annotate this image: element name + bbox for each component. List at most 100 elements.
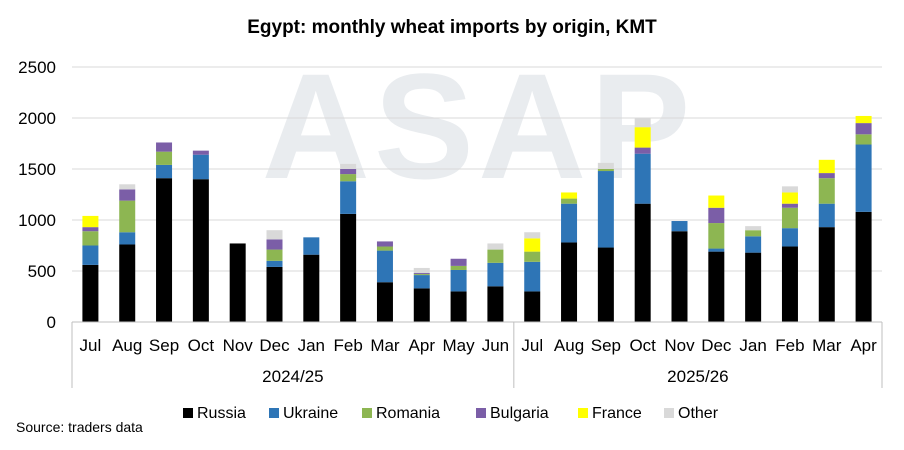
bar-segment-russia — [119, 244, 136, 322]
x-tick-label: Nov — [223, 336, 254, 355]
bar-segment-russia — [781, 246, 798, 322]
bar-segment-bulgaria — [818, 173, 835, 179]
bar-segment-bulgaria — [413, 273, 430, 275]
x-tick-label: Dec — [259, 336, 290, 355]
bar-segment-bulgaria — [376, 241, 393, 247]
bar-segment-france — [781, 192, 798, 204]
y-axis-ticks: 0 500 1000 1500 2000 2500 — [18, 58, 56, 332]
x-tick-label: Oct — [188, 336, 215, 355]
legend-label-russia: Russia — [197, 405, 246, 422]
bar-segment-bulgaria — [119, 189, 136, 201]
legend-swatch-russia — [183, 408, 193, 418]
bar-segment-france — [561, 192, 578, 199]
bar-segment-bulgaria — [781, 203, 798, 208]
bar-segment-russia — [266, 266, 283, 322]
x-tick-label: Mar — [370, 336, 400, 355]
bar-segment-other — [524, 232, 541, 239]
x-tick-label: Nov — [664, 336, 695, 355]
bar-segment-russia — [708, 251, 725, 322]
x-tick-label: Apr — [850, 336, 877, 355]
bar-segment-russia — [376, 282, 393, 322]
bar-segment-russia — [413, 288, 430, 322]
bar-segment-ukraine — [634, 153, 651, 204]
bar-segment-ukraine — [376, 250, 393, 283]
x-tick-label: Dec — [701, 336, 732, 355]
bar-segment-ukraine — [855, 144, 872, 212]
bar-segment-ukraine — [487, 262, 504, 287]
bar-segment-romania — [708, 223, 725, 249]
bar-segment-ukraine — [119, 232, 136, 245]
bar-segment-russia — [303, 254, 320, 322]
bar-segment-other — [487, 243, 504, 250]
legend-swatch-romania — [362, 408, 372, 418]
legend-label-romania: Romania — [376, 405, 440, 422]
bar-segment-romania — [376, 246, 393, 251]
x-tick-label: Sep — [149, 336, 179, 355]
chart-title: Egypt: monthly wheat imports by origin, … — [247, 17, 657, 38]
bar-segment-france — [524, 238, 541, 252]
bar-segment-other — [781, 186, 798, 193]
x-tick-label: Aug — [112, 336, 142, 355]
y-tick-label: 1000 — [18, 211, 56, 230]
bar-segment-romania — [119, 200, 136, 233]
bar-segment-russia — [524, 291, 541, 322]
legend-label-france: France — [592, 405, 642, 422]
bar-segment-bulgaria — [855, 123, 872, 135]
bar-segment-other — [745, 226, 762, 231]
bar-segment-russia — [229, 243, 246, 322]
x-tick-label: Mar — [812, 336, 842, 355]
bar-segment-romania — [597, 169, 614, 172]
legend-label-bulgaria: Bulgaria — [490, 405, 549, 422]
bar-segment-romania — [266, 249, 283, 261]
bar-segment-romania — [524, 251, 541, 262]
bar-segment-ukraine — [745, 236, 762, 253]
bar-segment-ukraine — [303, 237, 320, 255]
bar-segment-russia — [340, 213, 357, 322]
bar-segment-other — [597, 162, 614, 169]
bar-segment-bulgaria — [634, 147, 651, 154]
legend: Russia Ukraine Romania Bulgaria France Other — [183, 405, 719, 422]
bar-segment-russia — [192, 179, 209, 322]
bar-segment-france — [818, 159, 835, 174]
bar-segment-ukraine — [413, 275, 430, 289]
bar-segment-other — [266, 230, 283, 240]
x-tick-label: Oct — [629, 336, 656, 355]
x-tick-label: Jul — [521, 336, 543, 355]
bar-segment-other — [413, 267, 430, 274]
bar-segment-ukraine — [450, 269, 467, 292]
bar-segment-ukraine — [597, 171, 614, 248]
bar-segment-ukraine — [82, 245, 99, 265]
bar-segment-ukraine — [266, 260, 283, 267]
source-note: Source: traders data — [16, 419, 143, 435]
bar-segment-bulgaria — [266, 239, 283, 250]
x-tick-label: Feb — [775, 336, 804, 355]
x-tick-label: Aug — [554, 336, 584, 355]
bar-segment-france — [855, 115, 872, 124]
legend-swatch-france — [578, 408, 588, 418]
y-tick-label: 500 — [28, 262, 56, 281]
watermark: ASAP — [262, 42, 695, 210]
x-tick-label: Jun — [482, 336, 509, 355]
bar-segment-romania — [82, 231, 99, 246]
bar-segment-romania — [745, 230, 762, 237]
bar-segment-romania — [561, 198, 578, 204]
bar-segment-russia — [855, 211, 872, 322]
x-axis: Jul Aug Sep Oct Nov Dec Jan Feb Mar Apr May Jun Jul A… — [71, 321, 883, 388]
bar-segment-russia — [156, 178, 173, 322]
bar-segment-other — [119, 184, 136, 190]
bar-segment-romania — [855, 134, 872, 145]
bar-segment-romania — [487, 249, 504, 263]
bar-segment-romania — [450, 265, 467, 270]
y-tick-label: 2500 — [18, 58, 56, 77]
bar-segment-france — [82, 215, 99, 228]
bar-segment-ukraine — [781, 228, 798, 247]
bar-segment-romania — [156, 151, 173, 165]
legend-swatch-bulgaria — [476, 408, 486, 418]
bar-segment-bulgaria — [450, 258, 467, 266]
bar-segment-ukraine — [818, 203, 835, 228]
x-tick-label: Jan — [739, 336, 766, 355]
bar-segment-ukraine — [340, 181, 357, 214]
bar-segment-russia — [597, 247, 614, 322]
bar-segment-ukraine — [708, 248, 725, 252]
